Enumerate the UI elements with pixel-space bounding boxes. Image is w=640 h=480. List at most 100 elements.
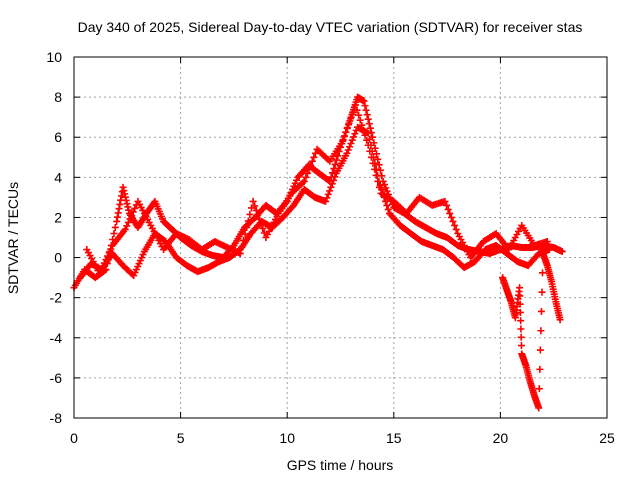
data-point [126, 215, 134, 223]
data-point [374, 155, 382, 163]
data-point [516, 300, 524, 308]
data-point [100, 259, 108, 267]
data-point [96, 270, 104, 278]
y-tick-label: 6 [54, 129, 62, 145]
data-point [107, 245, 115, 253]
data-point [305, 165, 313, 173]
data-point [131, 204, 139, 212]
data-point [328, 180, 336, 188]
data-point [238, 243, 246, 251]
data-point [347, 139, 355, 147]
data-point [372, 150, 380, 158]
data-point [443, 201, 451, 209]
data-point [360, 97, 368, 105]
data-point [361, 102, 369, 110]
data-point [537, 307, 545, 315]
data-point [342, 128, 350, 136]
data-point [362, 106, 370, 114]
data-point [517, 342, 525, 350]
data-point [447, 213, 455, 221]
data-point [331, 160, 339, 168]
data-point [366, 147, 374, 155]
data-point [348, 110, 356, 118]
data-point [369, 159, 377, 167]
data-point [452, 225, 460, 233]
data-point [359, 126, 367, 134]
x-axis-label: GPS time / hours [287, 457, 394, 473]
x-tick-label: 10 [279, 430, 295, 446]
plot-frame [73, 56, 608, 419]
y-tick-label: 4 [54, 169, 62, 185]
data-points [70, 93, 566, 412]
data-point [310, 153, 318, 161]
y-tick-label: -6 [50, 370, 63, 386]
data-point [326, 187, 334, 195]
data-point [441, 197, 449, 205]
x-tick-label: 20 [493, 430, 509, 446]
data-point [356, 116, 364, 124]
data-point [324, 190, 332, 198]
data-point [536, 346, 544, 354]
data-point [366, 124, 374, 132]
data-point [363, 111, 371, 119]
data-point [255, 215, 263, 223]
data-point [257, 220, 265, 228]
data-point [517, 317, 525, 325]
data-point [343, 149, 351, 157]
data-point [252, 206, 260, 214]
data-point [376, 166, 384, 174]
data-point [364, 141, 372, 149]
data-point [300, 177, 308, 185]
data-point [558, 248, 566, 256]
data-point [355, 111, 363, 119]
data-point [104, 252, 112, 260]
data-point [236, 250, 244, 258]
data-point [556, 316, 564, 324]
data-point [330, 176, 338, 184]
x-tick-label: 5 [177, 430, 185, 446]
y-tick-label: 0 [54, 250, 62, 266]
data-point [241, 230, 249, 238]
data-point [383, 201, 391, 209]
data-point [364, 115, 372, 123]
y-tick-label: 10 [46, 49, 62, 65]
data-point [516, 292, 524, 300]
data-point [516, 284, 524, 292]
x-tick-label: 15 [386, 430, 402, 446]
data-point [451, 221, 459, 229]
data-point [358, 121, 366, 129]
data-point [543, 238, 551, 246]
data-point [307, 161, 315, 169]
data-point [111, 223, 119, 231]
data-point [333, 156, 341, 164]
data-point [110, 229, 118, 237]
data-point [351, 130, 359, 138]
data-point [105, 249, 113, 257]
data-point [347, 115, 355, 123]
data-point [302, 173, 310, 181]
y-tick-label: 2 [54, 209, 62, 225]
data-point [537, 327, 545, 335]
data-point [260, 229, 268, 237]
data-point [254, 211, 262, 219]
data-point [346, 143, 354, 151]
chart-title: Day 340 of 2025, Sidereal Day-to-day VTE… [78, 19, 583, 35]
data-point [350, 133, 358, 141]
y-axis-label: SDTVAR / TECUs [5, 182, 21, 294]
data-point [538, 288, 546, 296]
data-point [517, 325, 525, 333]
data-point [303, 169, 311, 177]
data-point [361, 131, 369, 139]
data-point [444, 205, 452, 213]
data-point [244, 217, 252, 225]
data-point [249, 197, 257, 205]
data-point [383, 187, 391, 195]
data-point [539, 269, 547, 277]
data-point [340, 133, 348, 141]
data-point [375, 183, 383, 191]
data-point [449, 217, 457, 225]
data-point [375, 161, 383, 169]
data-point [535, 404, 543, 412]
data-point [124, 218, 132, 226]
data-point [102, 256, 110, 264]
